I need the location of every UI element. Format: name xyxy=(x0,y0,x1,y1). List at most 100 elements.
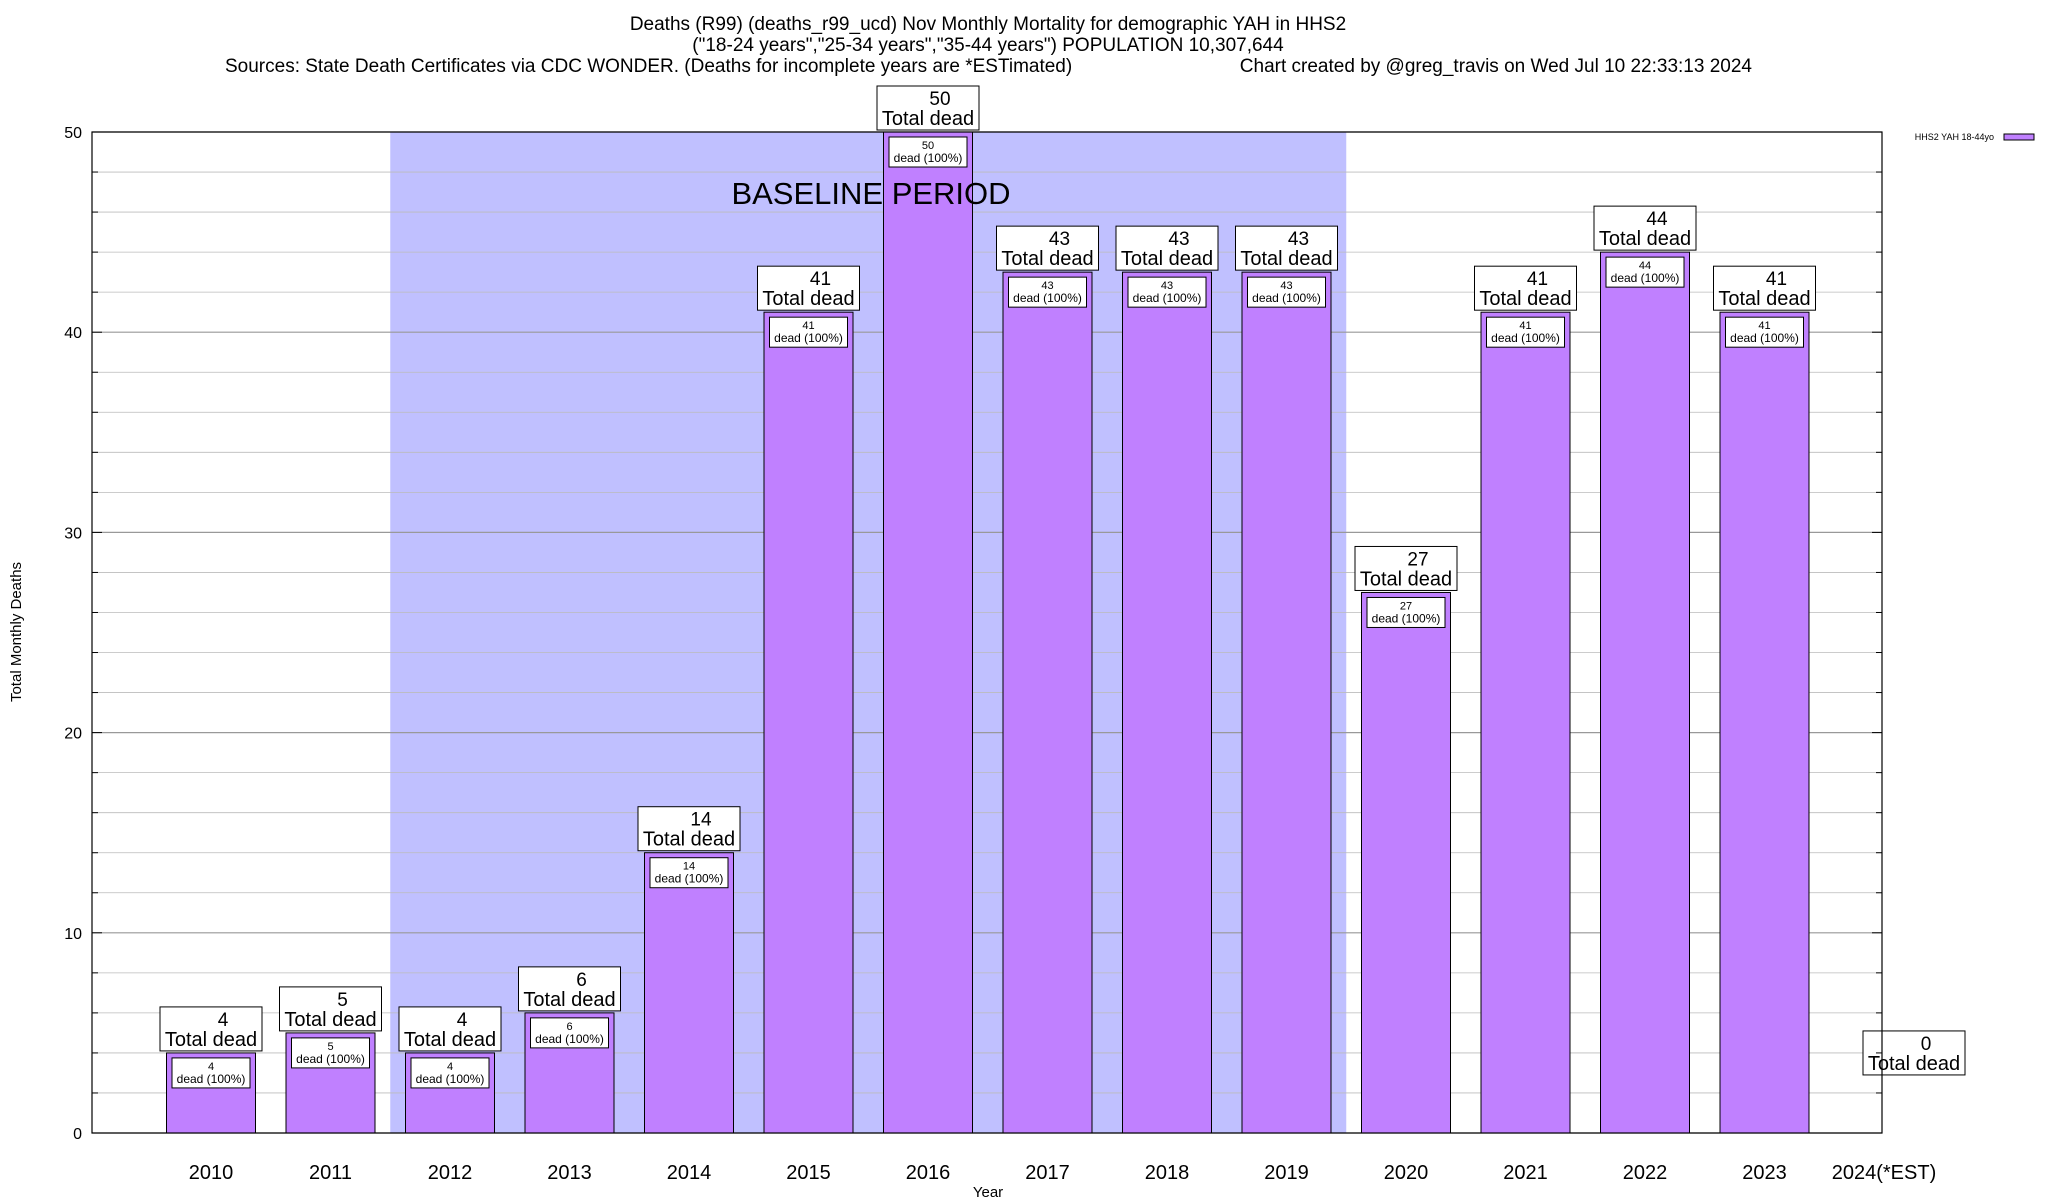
inner-label-box-2022 xyxy=(1605,256,1685,288)
bar-2021 xyxy=(1480,311,1571,1134)
total-label-value-2023: 41 xyxy=(1766,269,1787,290)
total-label-box-2011 xyxy=(279,986,382,1032)
inner-label-box-2019 xyxy=(1247,276,1326,308)
total-label-text-2010: Total dead xyxy=(165,1029,257,1051)
total-label-value-2018: 43 xyxy=(1168,229,1189,250)
total-label-box-2023 xyxy=(1713,265,1816,311)
inner-label-text-2017: dead (100%) xyxy=(1013,291,1082,305)
x-tick-label-2012: 2012 xyxy=(428,1162,473,1184)
total-label-value-2021: 41 xyxy=(1527,269,1548,290)
inner-label-value-2016: 50 xyxy=(922,140,934,152)
total-label-value-2017: 43 xyxy=(1049,229,1070,250)
total-label-box-2010 xyxy=(159,1006,263,1052)
total-label-box-2017 xyxy=(996,225,1099,271)
inner-label-text-2018: dead (100%) xyxy=(1133,291,1202,305)
total-label-value-2024(*EST): 0 xyxy=(1921,1034,1932,1055)
total-label-value-2022: 44 xyxy=(1646,209,1668,230)
total-label-box-2013 xyxy=(518,966,621,1012)
x-tick-label-2024(*EST): 2024(*EST) xyxy=(1832,1162,1937,1184)
y-tick-label: 40 xyxy=(64,325,82,342)
total-label-box-2012 xyxy=(398,1006,502,1052)
inner-label-text-2023: dead (100%) xyxy=(1730,331,1799,345)
bar-2020 xyxy=(1361,591,1451,1134)
x-tick-label-2016: 2016 xyxy=(906,1162,951,1184)
x-tick-label-2014: 2014 xyxy=(667,1162,712,1184)
x-tick-label-2010: 2010 xyxy=(189,1162,234,1184)
inner-label-text-2021: dead (100%) xyxy=(1491,331,1560,345)
total-label-box-2016 xyxy=(876,85,980,131)
total-label-value-2015: 41 xyxy=(810,269,831,290)
inner-label-text-2019: dead (100%) xyxy=(1252,291,1321,305)
total-label-value-2019: 43 xyxy=(1288,229,1309,250)
plot-border xyxy=(91,131,1883,1134)
bar-2022 xyxy=(1600,251,1690,1134)
inner-label-text-2010: dead (100%) xyxy=(177,1072,246,1086)
inner-label-text-2014: dead (100%) xyxy=(655,872,724,886)
y-tick-label: 30 xyxy=(64,525,82,542)
total-label-box-2014 xyxy=(637,806,741,852)
inner-label-text-2015: dead (100%) xyxy=(774,331,843,345)
x-tick-label-2013: 2013 xyxy=(547,1162,592,1184)
bar-2023 xyxy=(1719,311,1810,1134)
inner-label-box-2018 xyxy=(1127,276,1207,308)
inner-label-text-2022: dead (100%) xyxy=(1611,271,1680,285)
inner-label-text-2013: dead (100%) xyxy=(535,1032,604,1046)
total-label-box-2022 xyxy=(1593,205,1697,251)
total-label-text-2014: Total dead xyxy=(643,829,735,851)
y-tick-label: 20 xyxy=(64,726,82,743)
total-label-text-2020: Total dead xyxy=(1360,568,1452,590)
inner-label-value-2018: 43 xyxy=(1161,280,1173,292)
total-label-text-2019: Total dead xyxy=(1240,248,1332,270)
bars-layer xyxy=(166,131,1810,1134)
inner-label-box-2011 xyxy=(291,1037,370,1069)
total-label-value-2016: 50 xyxy=(929,89,950,110)
baseline-period-label: BASELINE PERIOD xyxy=(731,176,1010,211)
chart-title-line-2: ("18-24 years","25-34 years","35-44 year… xyxy=(692,35,1284,56)
total-label-value-2011: 5 xyxy=(337,990,348,1011)
total-label-box-2019 xyxy=(1235,225,1338,271)
total-label-value-2010: 4 xyxy=(218,1010,229,1031)
total-label-text-2013: Total dead xyxy=(523,989,615,1011)
y-axis-title: Total Monthly Deaths xyxy=(8,562,25,702)
inner-label-box-2013 xyxy=(530,1017,609,1049)
inner-label-box-2014 xyxy=(649,857,729,889)
bar-2015 xyxy=(763,311,854,1134)
x-tick-label-2018: 2018 xyxy=(1145,1162,1190,1184)
inner-label-value-2014: 14 xyxy=(683,861,695,873)
total-label-value-2020: 27 xyxy=(1407,549,1428,570)
inner-label-value-2015: 41 xyxy=(802,320,814,332)
total-label-value-2013: 6 xyxy=(576,970,587,991)
bar-2018 xyxy=(1122,271,1212,1134)
x-tick-label-2017: 2017 xyxy=(1025,1162,1070,1184)
inner-label-text-2011: dead (100%) xyxy=(296,1052,365,1066)
inner-label-value-2011: 5 xyxy=(327,1041,333,1053)
total-label-text-2024(*EST): Total dead xyxy=(1868,1053,1960,1075)
inner-label-text-2012: dead (100%) xyxy=(416,1072,485,1086)
total-label-text-2021: Total dead xyxy=(1479,288,1571,310)
y-tick-label: 0 xyxy=(73,1126,82,1143)
chart-title-line-1: Deaths (R99) (deaths_r99_ucd) Nov Monthl… xyxy=(630,14,1346,35)
x-tick-label-2022: 2022 xyxy=(1623,1162,1668,1184)
total-label-box-2020 xyxy=(1354,545,1458,591)
total-label-text-2017: Total dead xyxy=(1001,248,1093,270)
total-label-text-2018: Total dead xyxy=(1121,248,1213,270)
x-axis-title: Year xyxy=(973,1184,1003,1200)
total-label-text-2023: Total dead xyxy=(1718,288,1810,310)
total-label-value-2012: 4 xyxy=(457,1010,468,1031)
x-tick-label-2023: 2023 xyxy=(1742,1162,1787,1184)
inner-label-box-2015 xyxy=(769,316,848,348)
inner-label-value-2023: 41 xyxy=(1758,320,1770,332)
total-label-box-2021 xyxy=(1474,265,1577,311)
legend-layer: HHS2 YAH 18-44yo xyxy=(1915,132,2035,142)
inner-label-value-2020: 27 xyxy=(1400,600,1412,612)
inner-label-box-2012 xyxy=(410,1057,490,1089)
y-tick-label: 50 xyxy=(64,125,82,142)
inner-label-value-2021: 41 xyxy=(1519,320,1531,332)
inner-label-value-2017: 43 xyxy=(1041,280,1053,292)
inner-label-value-2012: 4 xyxy=(447,1061,453,1073)
titles-layer: Deaths (R99) (deaths_r99_ucd) Nov Monthl… xyxy=(225,14,1752,77)
inner-label-box-2020 xyxy=(1366,596,1446,628)
bar-2017 xyxy=(1002,271,1093,1134)
